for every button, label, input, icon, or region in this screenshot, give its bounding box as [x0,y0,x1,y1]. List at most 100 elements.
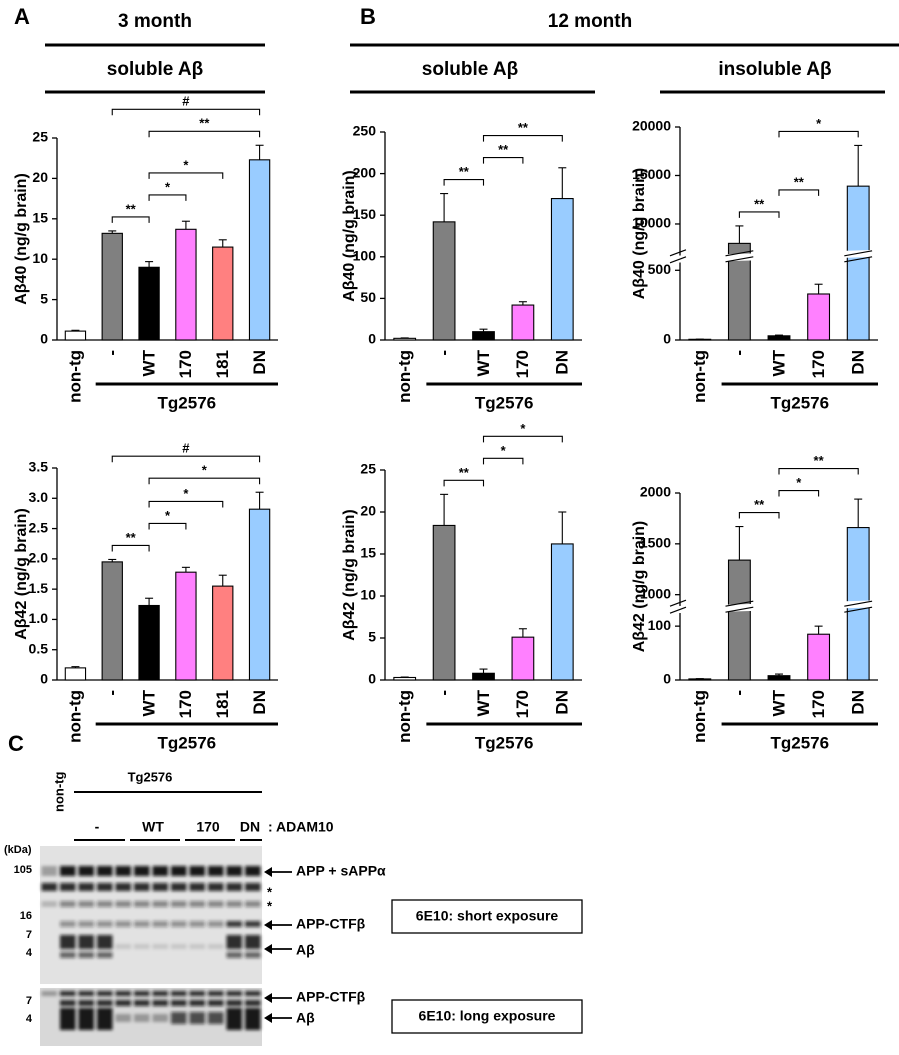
band [97,935,113,949]
bar [846,185,870,341]
significance-bracket [443,179,485,186]
band [134,866,150,876]
significance-label: * [183,486,189,501]
band [208,1000,224,1006]
significance-bracket [148,194,187,201]
band [78,935,94,949]
significance-bracket [111,455,261,463]
significance-label: ** [794,174,805,189]
significance-label: * [202,463,208,478]
y-tick-label: 10 [360,587,376,603]
x-tick-label: non-tg [395,350,414,403]
band [115,1000,131,1006]
band [189,883,205,891]
band [245,1000,261,1006]
x-tick-label: - [730,350,749,356]
x-tick-label: 181 [213,350,232,378]
band [78,1000,94,1006]
x-tick-label: 181 [213,690,232,718]
x-tick-label: WT [139,689,158,716]
bar [64,330,87,341]
band [97,991,113,996]
band [97,921,113,927]
significance-bracket [482,457,524,465]
y-tick-label: 1000 [640,585,671,601]
band [226,952,242,958]
band [208,944,224,949]
bar-break-line [725,600,754,607]
band [189,1000,205,1006]
x-tick-label: - [103,350,122,356]
y-axis-label: Aβ40 (ng/g brain) [13,173,30,305]
exposure-label: 6E10: long exposure [419,1008,556,1024]
y-tick-label: 0.5 [29,640,49,656]
band [78,952,94,958]
band [226,935,242,949]
band [134,944,150,949]
bar [807,633,831,681]
significance-bracket [778,490,820,497]
bar [248,159,271,341]
y-tick-label: 1.5 [29,580,49,596]
blot-membrane [40,846,262,984]
x-tick-label: - [434,350,453,356]
band [189,866,205,876]
band [226,866,242,876]
band [115,1014,131,1022]
band-label: APP-CTFβ [296,916,366,932]
y-tick-label: 15 [360,545,376,561]
band [208,1012,224,1024]
y-tick-label: 100 [648,617,672,633]
significance-bracket [148,172,224,179]
band-label: * [267,884,273,899]
y-tick-label: 10000 [632,215,671,231]
band [152,921,168,927]
y-tick-label: 1500 [640,535,671,551]
x-tick-label: DN [849,350,868,375]
y-tick-label: 25 [32,129,48,145]
x-tick-label: DN [849,690,868,715]
bar-break-line [844,256,873,263]
significance-bracket [482,135,563,142]
axis-break [672,249,880,263]
band [245,952,261,958]
y-tick-label: 2000 [640,484,671,500]
significance-label: ** [814,453,825,468]
band [97,866,113,876]
y-tick-label: 150 [353,206,377,222]
significance-label: # [182,94,190,109]
bar-break-line [844,600,873,607]
axis-break [672,600,880,614]
bar [807,293,831,341]
significance-label: * [501,443,507,458]
band [208,921,224,927]
y-tick-label: 3.5 [29,459,49,475]
mw-marker: 4 [26,1013,33,1025]
band [189,944,205,949]
bar [727,559,751,681]
y-tick-label: 250 [353,123,377,139]
x-tick-label: WT [769,689,788,716]
band [208,866,224,876]
panel-label: C [8,731,24,756]
significance-bracket [111,108,261,116]
panel-label: A [14,4,30,29]
band [97,901,113,907]
band [60,883,76,891]
y-tick-label: 0 [40,331,48,347]
band [189,1012,205,1024]
x-tick-label: WT [769,349,788,376]
panel-label: B [360,4,376,29]
group-label: Tg2576 [158,393,217,412]
bar [511,636,535,681]
band [171,1000,187,1006]
label-box [391,999,583,1034]
bar [101,561,123,681]
significance-label: ** [754,497,765,512]
bar [432,524,456,681]
bar [212,585,234,681]
band [189,901,205,907]
band [115,921,131,927]
band [189,921,205,927]
band [134,921,150,927]
